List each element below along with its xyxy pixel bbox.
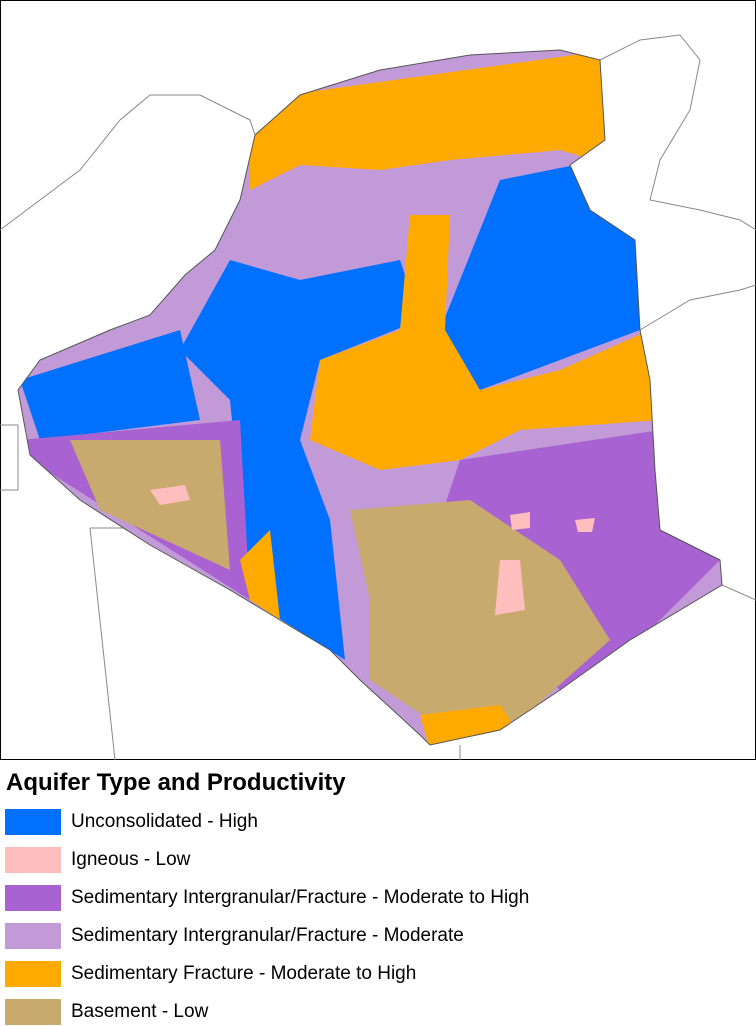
aquifer-region (20, 330, 200, 440)
legend-swatch (5, 923, 61, 949)
legend-swatch (5, 961, 61, 987)
legend-label: Sedimentary Fracture - Moderate to High (71, 963, 417, 984)
aquifer-region (70, 440, 230, 570)
aquifer-region (575, 518, 595, 532)
legend-item: Igneous - Low (5, 846, 190, 874)
legend-item: Basement - Low (5, 998, 208, 1026)
legend-item: Sedimentary Intergranular/Fracture - Mod… (5, 922, 464, 950)
aquifer-region (180, 260, 420, 660)
legend-swatch (5, 809, 61, 835)
aquifer-region (495, 560, 525, 615)
legend-swatch (5, 847, 61, 873)
legend-label: Basement - Low (71, 1001, 209, 1022)
aquifer-region (350, 500, 610, 720)
legend-item: Sedimentary Intergranular/Fracture - Mod… (5, 884, 529, 912)
legend-swatch (5, 999, 61, 1025)
aquifer-region (510, 512, 530, 530)
legend-title: Aquifer Type and Productivity (6, 769, 346, 796)
legend-swatch (5, 885, 61, 911)
aquifer-region (240, 530, 280, 620)
legend-item: Sedimentary Fracture - Moderate to High (5, 960, 416, 988)
aquifer-region (310, 215, 660, 470)
legend-label: Unconsolidated - High (71, 811, 258, 832)
legend-label: Sedimentary Intergranular/Fracture - Mod… (71, 925, 464, 946)
legend-label: Sedimentary Intergranular/Fracture - Mod… (71, 887, 530, 908)
legend-label: Igneous - Low (71, 849, 191, 870)
aquifer-region (440, 165, 640, 390)
aquifer-region (150, 485, 190, 505)
aquifer-region (250, 50, 610, 190)
map (0, 0, 756, 760)
legend-item: Unconsolidated - High (5, 808, 258, 836)
